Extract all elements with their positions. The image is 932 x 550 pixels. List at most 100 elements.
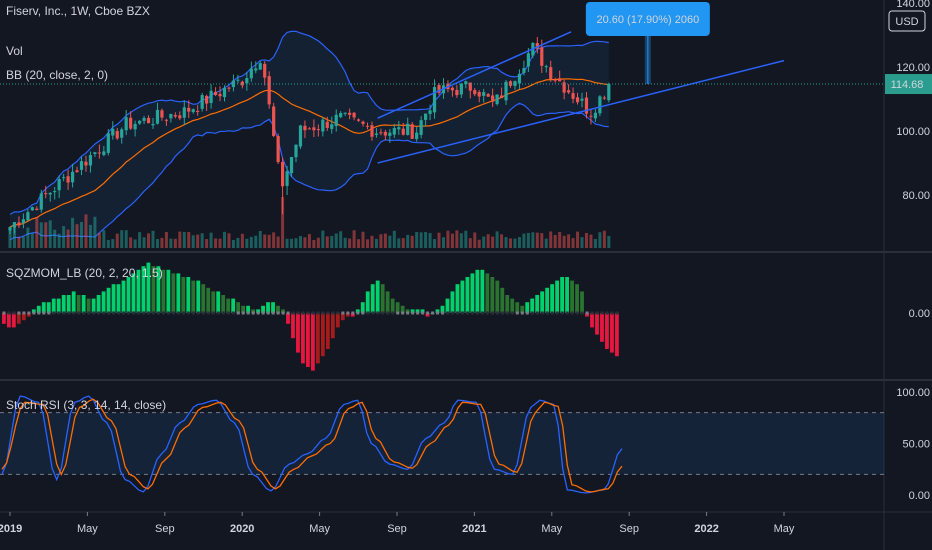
squeeze-dot [117,311,121,315]
squeeze-momentum-bar [16,313,21,324]
squeeze-dot [406,311,410,315]
squeeze-momentum-bar [560,277,564,313]
candle-body [432,87,437,113]
volume-bar [227,233,231,248]
volume-bar [35,217,39,248]
squeeze-momentum-bar [36,305,41,313]
candle-body [173,115,177,117]
squeeze-dot [565,311,569,315]
volume-bar [424,232,428,248]
squeeze-momentum-bar [201,284,206,313]
candle-body [508,81,513,86]
squeeze-momentum-bar [580,291,584,313]
volume-bar [343,237,347,248]
candle-body [57,179,61,191]
squeeze-dot [515,311,519,315]
candle-body [289,157,294,174]
squeeze-dot [176,311,180,315]
squeeze-momentum-bar [320,313,325,357]
candle-body [513,81,517,86]
date-tick-label: Sep [619,523,639,535]
volume-bar [93,216,97,248]
candle-body [584,97,589,114]
volume-bar [401,238,405,248]
currency-label: USD [895,16,918,28]
squeeze-momentum-bar [410,309,415,313]
candle-body [575,97,580,103]
squeeze-dot [301,311,305,315]
squeeze-dot [251,311,255,315]
squeeze-dot [286,311,290,315]
squeeze-momentum-bar [101,291,106,313]
candle-body [169,113,173,119]
price-tick-label: 80.00 [902,190,930,202]
squeeze-momentum-bar [495,280,500,313]
candle-body [97,152,101,154]
squeeze-dot [12,311,16,315]
candle-body [330,124,334,129]
squeeze-dot [261,311,265,315]
volume-bar [464,230,468,248]
bb-upper-line [9,30,609,215]
squeeze-dot [211,311,215,315]
candle-body [280,161,285,187]
candle-body [522,68,526,73]
volume-bar [160,237,164,248]
volume-bar [392,230,396,248]
stoch-d-line [1,398,623,493]
squeeze-dot [221,311,225,315]
volume-bar [366,239,370,248]
candle-body [66,176,70,183]
squeeze-momentum-bar [385,291,390,313]
date-tick-label: 2021 [462,523,486,535]
squeeze-momentum-bar [296,313,300,353]
candle-body [263,63,267,78]
squeeze-momentum-bar [216,291,221,313]
volume-bar [602,230,606,248]
squeeze-momentum-bar [166,269,171,313]
candle-body [562,82,566,93]
candle-body [343,112,347,114]
squeeze-dot [600,311,604,315]
squeeze-dot [92,311,96,315]
squeeze-dot [276,311,280,315]
candle-body [428,110,432,114]
squeeze-momentum-bar [505,295,510,313]
squeeze-momentum-bar [550,284,555,313]
volume-bar [352,230,356,248]
squeeze-momentum-bar [355,309,360,313]
squeeze-momentum-bar [615,313,619,357]
squeeze-dot [87,311,91,315]
squeeze-momentum-bar [365,291,370,313]
candle-body [348,112,352,115]
candle-body [419,120,423,135]
squeeze-dot [475,311,479,315]
volume-bar [446,230,450,248]
volume-bar [106,239,110,248]
candle-body [415,132,419,140]
squeeze-dot [147,311,151,315]
squeeze-momentum-bar [435,309,440,313]
last-price-tag [885,74,932,95]
volume-bar [209,232,213,248]
volume-bar [290,238,294,248]
squeeze-momentum-bar [405,309,410,313]
squeeze-dot [446,311,450,315]
squeeze-momentum-bar [176,273,181,313]
squeeze-momentum-bar [11,313,16,328]
candle-body [491,95,495,102]
squeeze-dot [605,311,609,315]
candle-body [222,87,227,98]
volume-bar [540,233,544,248]
candle-body [482,92,486,96]
candle-body [334,114,338,126]
volume-bar [88,224,92,248]
squeeze-momentum-bar [465,277,470,313]
candle-body [245,78,249,84]
squeeze-dot [555,311,559,315]
volume-bar [254,235,258,248]
squeeze-momentum-bar [400,305,405,313]
candle-body [200,95,204,109]
candle-body [160,110,164,118]
